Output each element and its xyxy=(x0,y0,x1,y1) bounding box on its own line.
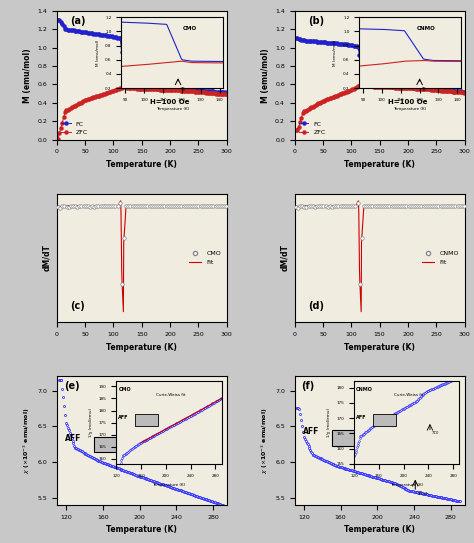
Text: (e): (e) xyxy=(64,381,79,391)
Text: H=100 Oe: H=100 Oe xyxy=(388,98,428,104)
ZFC xyxy=(122,83,128,90)
Text: AFF: AFF xyxy=(303,427,319,436)
ZFC xyxy=(427,86,433,93)
FC xyxy=(461,89,467,95)
Y-axis label: dM/dT: dM/dT xyxy=(42,244,51,272)
Bar xyxy=(332,431,380,446)
Line: FC: FC xyxy=(294,37,465,93)
ZFC xyxy=(328,94,334,101)
ZFC xyxy=(150,86,155,92)
ZFC xyxy=(461,90,467,96)
X-axis label: Temperature (K): Temperature (K) xyxy=(344,525,415,534)
ZFC xyxy=(55,135,61,142)
FC xyxy=(91,30,96,37)
Y-axis label: M (emu/mol): M (emu/mol) xyxy=(23,48,32,103)
X-axis label: Temperature (K): Temperature (K) xyxy=(106,343,177,351)
ZFC xyxy=(410,85,416,92)
Y-axis label: dM/dT: dM/dT xyxy=(280,244,289,272)
ZFC xyxy=(91,94,96,100)
FC xyxy=(171,85,177,92)
X-axis label: Temperature (K): Temperature (K) xyxy=(106,160,177,169)
FC xyxy=(456,88,461,94)
FC xyxy=(100,32,106,39)
Bar xyxy=(94,437,142,452)
FC xyxy=(328,40,334,46)
Y-axis label: $\chi$ ($\times$10$^{-3}$ emu/mol): $\chi$ ($\times$10$^{-3}$ emu/mol) xyxy=(21,407,32,474)
FC xyxy=(148,84,154,91)
Legend: CMO, Fit: CMO, Fit xyxy=(186,249,224,267)
Line: ZFC: ZFC xyxy=(294,84,465,132)
Text: H=100 Oe: H=100 Oe xyxy=(150,98,190,104)
Text: (a): (a) xyxy=(71,16,86,26)
FC xyxy=(223,90,229,96)
ZFC xyxy=(361,82,366,89)
ZFC xyxy=(338,91,344,97)
FC xyxy=(55,17,61,23)
ZFC xyxy=(457,89,463,96)
ZFC xyxy=(223,91,229,98)
Legend: FC, ZFC: FC, ZFC xyxy=(60,120,89,136)
Legend: CNMO, Fit: CNMO, Fit xyxy=(419,249,461,267)
FC xyxy=(293,35,299,42)
Text: (f): (f) xyxy=(301,381,315,391)
Text: (d): (d) xyxy=(308,301,324,311)
Line: FC: FC xyxy=(56,18,228,94)
ZFC xyxy=(219,91,225,97)
Text: (c): (c) xyxy=(71,301,85,311)
Text: (b): (b) xyxy=(308,16,324,26)
Y-axis label: $\chi$ ($\times$10$^{-3}$ emu/mol): $\chi$ ($\times$10$^{-3}$ emu/mol) xyxy=(259,407,270,474)
FC xyxy=(338,41,344,47)
FC xyxy=(188,86,194,93)
Legend: FC, ZFC: FC, ZFC xyxy=(298,120,327,136)
Line: ZFC: ZFC xyxy=(56,85,228,140)
ZFC xyxy=(293,127,299,134)
Text: $T_{CO}$: $T_{CO}$ xyxy=(417,489,429,497)
ZFC xyxy=(190,88,195,94)
Y-axis label: M (emu/mol): M (emu/mol) xyxy=(261,48,270,103)
FC xyxy=(426,85,431,92)
X-axis label: Temperature (K): Temperature (K) xyxy=(344,343,415,351)
FC xyxy=(409,84,415,91)
X-axis label: Temperature (K): Temperature (K) xyxy=(344,160,415,169)
ZFC xyxy=(173,87,178,93)
FC xyxy=(386,83,392,90)
Text: AFF: AFF xyxy=(65,434,82,443)
X-axis label: Temperature (K): Temperature (K) xyxy=(106,525,177,534)
ZFC xyxy=(388,84,393,91)
FC xyxy=(218,89,223,96)
ZFC xyxy=(100,91,106,97)
